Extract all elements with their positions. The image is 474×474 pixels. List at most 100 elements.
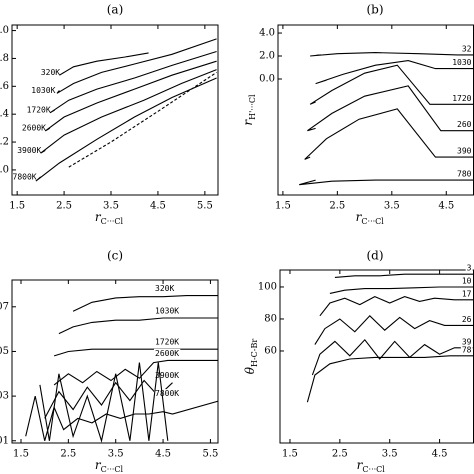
x-tick-label: 2.5 bbox=[332, 449, 348, 460]
x-axis-label-sub: C···Cl bbox=[362, 465, 385, 474]
series-label: 1030K bbox=[31, 86, 55, 95]
x-axis-label-sub: C···Cl bbox=[361, 217, 384, 226]
series-label: 39 bbox=[462, 337, 472, 346]
x-tick-label: 4.5 bbox=[438, 201, 454, 212]
label-backing bbox=[460, 314, 473, 324]
curve bbox=[53, 359, 218, 386]
x-axis-label-sub: C···Cl bbox=[101, 217, 124, 226]
x-tick-label: 3.5 bbox=[103, 201, 119, 212]
series-label: 2600K bbox=[22, 124, 46, 133]
y-tick-label: 1.07 bbox=[0, 301, 9, 312]
y-tick-label: 60 bbox=[264, 345, 277, 356]
y-tick-label: 1.4 bbox=[0, 109, 9, 120]
curve bbox=[39, 362, 169, 443]
x-tick-label: 1.5 bbox=[9, 201, 25, 212]
label-backing bbox=[460, 337, 473, 347]
series-label: 1030K bbox=[155, 306, 179, 315]
y-axis-label-main: r bbox=[241, 119, 255, 126]
x-tick-label: 4.5 bbox=[150, 201, 166, 212]
y-axis-label-sub: H'···Cl bbox=[248, 94, 257, 120]
x-axis-label: rC···Cl bbox=[357, 458, 386, 474]
curve bbox=[306, 355, 474, 403]
y-tick-label: 1.01 bbox=[0, 435, 9, 446]
label-backing bbox=[460, 44, 473, 54]
y-tick-label: 1.6 bbox=[0, 81, 9, 92]
label-backing bbox=[456, 146, 473, 156]
curve bbox=[304, 108, 474, 160]
curve bbox=[53, 348, 218, 357]
curve bbox=[299, 179, 474, 186]
curve bbox=[329, 286, 474, 294]
x-tick-label: 1.5 bbox=[282, 449, 298, 460]
label-backing bbox=[154, 389, 181, 399]
x-axis-label-main: r bbox=[357, 458, 364, 472]
series-label: 320K bbox=[155, 284, 174, 293]
curve bbox=[311, 338, 474, 376]
label-backing bbox=[460, 276, 473, 286]
curve bbox=[309, 64, 474, 105]
x-tick-label: 5.5 bbox=[197, 201, 213, 212]
y-tick-label: 1.8 bbox=[0, 53, 9, 64]
y-tick-label: 1.0 bbox=[0, 164, 9, 175]
x-tick-label: 3.5 bbox=[384, 201, 400, 212]
x-axis-label-main: r bbox=[95, 210, 102, 224]
panel-title: (d) bbox=[366, 249, 383, 263]
y-tick-label: 1.05 bbox=[0, 346, 9, 357]
series-label: 7800K bbox=[155, 389, 179, 398]
curve bbox=[59, 52, 149, 76]
series-label: 260 bbox=[457, 120, 472, 129]
series-label: 320K bbox=[41, 68, 60, 77]
x-tick-label: 1.5 bbox=[13, 449, 29, 460]
label-backing bbox=[460, 289, 473, 299]
panel-title: (a) bbox=[107, 3, 124, 17]
panel: (d) 1.5 2.5 3.5 4.5 100 80 60 rC···Cl θH-C-Br 3 10 1… bbox=[243, 249, 474, 474]
frame bbox=[11, 24, 219, 196]
panel: (a) 1.5 2.5 3.5 4.5 5.5 2.0 1.8 1.6 1.4 1.2 1.0 rC··… bbox=[0, 3, 219, 226]
y-tick-label: 2.0 bbox=[0, 25, 9, 36]
panel-title: (b) bbox=[366, 3, 383, 17]
label-backing bbox=[451, 93, 473, 103]
label-backing bbox=[154, 284, 176, 294]
curve bbox=[307, 85, 474, 132]
x-axis-label-sub: C···Cl bbox=[101, 465, 124, 474]
label-backing bbox=[460, 345, 473, 355]
x-tick-label: 1.5 bbox=[275, 201, 291, 212]
y-axis-label-sub: H-C-Br bbox=[250, 339, 259, 367]
series-label: 10 bbox=[462, 276, 472, 285]
label-backing bbox=[154, 337, 181, 347]
x-tick-label: 4.5 bbox=[432, 449, 448, 460]
label-backing bbox=[154, 371, 181, 381]
panel: (c) 1.5 2.5 3.5 4.5 5.5 1.07 1.05 1.03 1.01 rC···C… bbox=[0, 249, 219, 474]
curve bbox=[44, 60, 217, 132]
x-tick-label: 2.5 bbox=[329, 201, 345, 212]
series-label: 1720K bbox=[155, 338, 179, 347]
curve bbox=[319, 295, 474, 317]
x-axis-label-main: r bbox=[95, 458, 102, 472]
x-tick-label: 2.5 bbox=[60, 449, 76, 460]
label-backing bbox=[456, 120, 473, 130]
label-backing bbox=[154, 348, 181, 358]
curve bbox=[310, 52, 474, 57]
y-tick-label: 80 bbox=[264, 313, 277, 324]
y-tick-label: 2.0 bbox=[259, 51, 275, 62]
curve bbox=[58, 317, 218, 335]
label-backing bbox=[465, 263, 473, 273]
series-label: 390 bbox=[457, 147, 472, 156]
series-label: 3 bbox=[467, 264, 472, 273]
x-axis-label-main: r bbox=[356, 210, 363, 224]
x-axis-label: rC···Cl bbox=[95, 458, 124, 474]
x-tick-label: 3.5 bbox=[382, 449, 398, 460]
curve bbox=[68, 71, 217, 168]
label-backing bbox=[154, 306, 181, 316]
series-label: 78 bbox=[462, 345, 472, 354]
curve bbox=[49, 50, 217, 114]
y-axis-label: rH'···Cl bbox=[241, 94, 257, 126]
series-label: 780 bbox=[457, 170, 472, 179]
series-label: 3900K bbox=[17, 146, 41, 155]
label-backing bbox=[456, 169, 473, 179]
series-label: 7800K bbox=[13, 172, 37, 181]
y-axis-label-main: θ bbox=[243, 366, 257, 374]
curve bbox=[56, 38, 217, 94]
curve bbox=[315, 60, 474, 85]
